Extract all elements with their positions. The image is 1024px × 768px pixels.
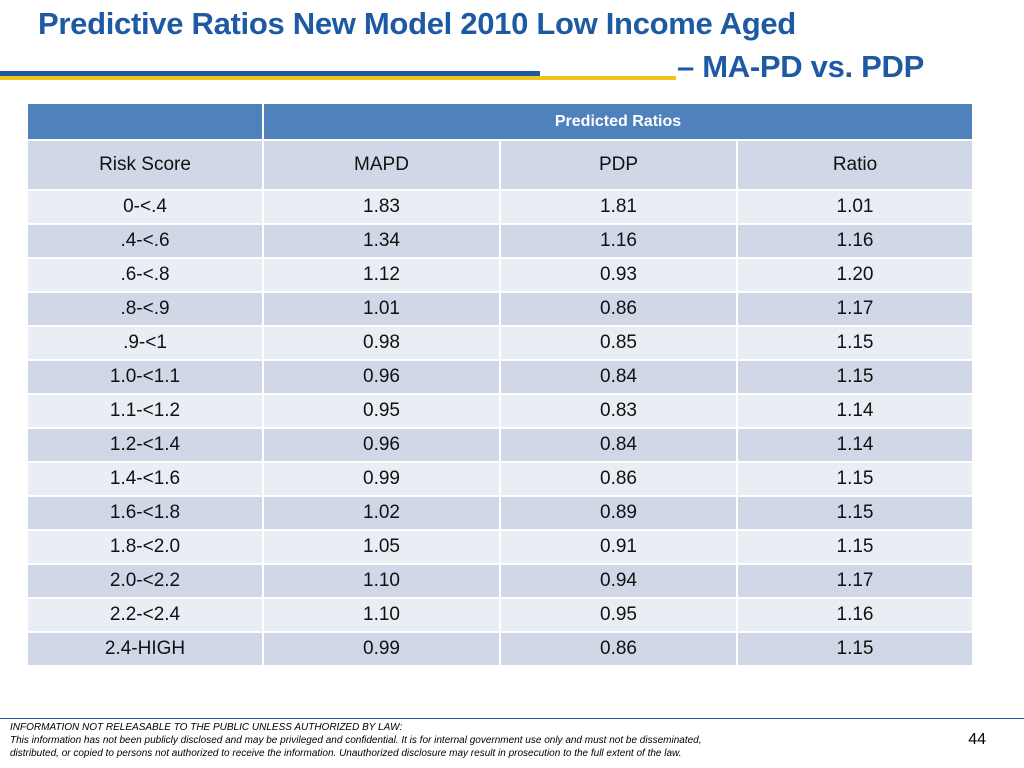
- mapd-cell: 0.96: [262, 359, 501, 395]
- risk-score-cell: .6-<.8: [26, 257, 264, 293]
- table-row: 2.0-<2.2 1.10 0.94 1.17: [26, 563, 975, 599]
- pdp-cell: 0.93: [499, 257, 738, 293]
- ratio-cell: 1.17: [735, 563, 975, 599]
- pdp-cell: 0.83: [499, 393, 738, 429]
- mapd-cell: 1.10: [262, 597, 501, 633]
- risk-score-cell: .8-<.9: [26, 291, 264, 327]
- ratio-cell: 1.01: [735, 189, 975, 225]
- table-row: .4-<.6 1.34 1.16 1.16: [26, 223, 975, 259]
- table-group-header-row: Predicted Ratios: [26, 102, 975, 141]
- mapd-cell: 0.99: [262, 631, 501, 667]
- table-row: .8-<.9 1.01 0.86 1.17: [26, 291, 975, 327]
- mapd-cell: 0.95: [262, 393, 501, 429]
- ratio-cell: 1.15: [735, 359, 975, 395]
- slide-title-line1: Predictive Ratios New Model 2010 Low Inc…: [38, 6, 796, 41]
- table-row: 1.8-<2.0 1.05 0.91 1.15: [26, 529, 975, 565]
- ratio-cell: 1.15: [735, 325, 975, 361]
- table-row: 1.6-<1.8 1.02 0.89 1.15: [26, 495, 975, 531]
- ratio-cell: 1.15: [735, 631, 975, 667]
- ratio-cell: 1.14: [735, 393, 975, 429]
- pdp-cell: 0.95: [499, 597, 738, 633]
- column-header-pdp: PDP: [499, 139, 738, 191]
- mapd-cell: 1.02: [262, 495, 501, 531]
- ratio-cell: 1.16: [735, 597, 975, 633]
- ratio-cell: 1.20: [735, 257, 975, 293]
- footer-divider: [0, 718, 1024, 719]
- mapd-cell: 1.05: [262, 529, 501, 565]
- table-row: 1.4-<1.6 0.99 0.86 1.15: [26, 461, 975, 497]
- empty-header-cell: [26, 102, 264, 141]
- predicted-ratios-table: Predicted Ratios Risk Score MAPD PDP Rat…: [26, 102, 975, 667]
- ratio-cell: 1.14: [735, 427, 975, 463]
- page-number: 44: [968, 731, 986, 748]
- column-header-ratio: Ratio: [735, 139, 975, 191]
- table-row: 1.2-<1.4 0.96 0.84 1.14: [26, 427, 975, 463]
- footer-line-3: distributed, or copied to persons not au…: [10, 748, 682, 759]
- table-row: 1.1-<1.2 0.95 0.83 1.14: [26, 393, 975, 429]
- table-row: 1.0-<1.1 0.96 0.84 1.15: [26, 359, 975, 395]
- mapd-cell: 1.01: [262, 291, 501, 327]
- pdp-cell: 0.84: [499, 359, 738, 395]
- pdp-cell: 1.16: [499, 223, 738, 259]
- risk-score-cell: .9-<1: [26, 325, 264, 361]
- pdp-cell: 1.81: [499, 189, 738, 225]
- mapd-cell: 1.12: [262, 257, 501, 293]
- risk-score-cell: 1.8-<2.0: [26, 529, 264, 565]
- footer-line-1: INFORMATION NOT RELEASABLE TO THE PUBLIC…: [10, 722, 403, 733]
- pdp-cell: 0.84: [499, 427, 738, 463]
- footer-line-2: This information has not been publicly d…: [10, 735, 702, 746]
- risk-score-cell: 0-<.4: [26, 189, 264, 225]
- mapd-cell: 0.99: [262, 461, 501, 497]
- risk-score-cell: 2.2-<2.4: [26, 597, 264, 633]
- risk-score-cell: 1.0-<1.1: [26, 359, 264, 395]
- group-header-predicted-ratios: Predicted Ratios: [261, 102, 975, 141]
- risk-score-cell: 1.6-<1.8: [26, 495, 264, 531]
- mapd-cell: 1.10: [262, 563, 501, 599]
- pdp-cell: 0.89: [499, 495, 738, 531]
- ratio-cell: 1.15: [735, 461, 975, 497]
- ratio-cell: 1.15: [735, 529, 975, 565]
- pdp-cell: 0.86: [499, 631, 738, 667]
- slide-title-line2: – MA-PD vs. PDP: [676, 49, 924, 84]
- confidentiality-footer: INFORMATION NOT RELEASABLE TO THE PUBLIC…: [10, 721, 870, 760]
- pdp-cell: 0.94: [499, 563, 738, 599]
- pdp-cell: 0.86: [499, 291, 738, 327]
- table-row: .9-<1 0.98 0.85 1.15: [26, 325, 975, 361]
- column-header-risk-score: Risk Score: [26, 139, 264, 191]
- risk-score-cell: .4-<.6: [26, 223, 264, 259]
- column-header-mapd: MAPD: [262, 139, 501, 191]
- table-row: 2.2-<2.4 1.10 0.95 1.16: [26, 597, 975, 633]
- mapd-cell: 1.34: [262, 223, 501, 259]
- table-row: .6-<.8 1.12 0.93 1.20: [26, 257, 975, 293]
- title-underline-blue: [0, 71, 540, 76]
- risk-score-cell: 2.0-<2.2: [26, 563, 264, 599]
- pdp-cell: 0.91: [499, 529, 738, 565]
- table-row: 0-<.4 1.83 1.81 1.01: [26, 189, 975, 225]
- mapd-cell: 1.83: [262, 189, 501, 225]
- ratio-cell: 1.15: [735, 495, 975, 531]
- mapd-cell: 0.98: [262, 325, 501, 361]
- risk-score-cell: 2.4-HIGH: [26, 631, 264, 667]
- risk-score-cell: 1.2-<1.4: [26, 427, 264, 463]
- title-underline-gold: [0, 76, 676, 80]
- table-column-header-row: Risk Score MAPD PDP Ratio: [26, 139, 975, 191]
- ratio-cell: 1.17: [735, 291, 975, 327]
- mapd-cell: 0.96: [262, 427, 501, 463]
- ratio-cell: 1.16: [735, 223, 975, 259]
- pdp-cell: 0.85: [499, 325, 738, 361]
- pdp-cell: 0.86: [499, 461, 738, 497]
- risk-score-cell: 1.4-<1.6: [26, 461, 264, 497]
- risk-score-cell: 1.1-<1.2: [26, 393, 264, 429]
- table-row: 2.4-HIGH 0.99 0.86 1.15: [26, 631, 975, 667]
